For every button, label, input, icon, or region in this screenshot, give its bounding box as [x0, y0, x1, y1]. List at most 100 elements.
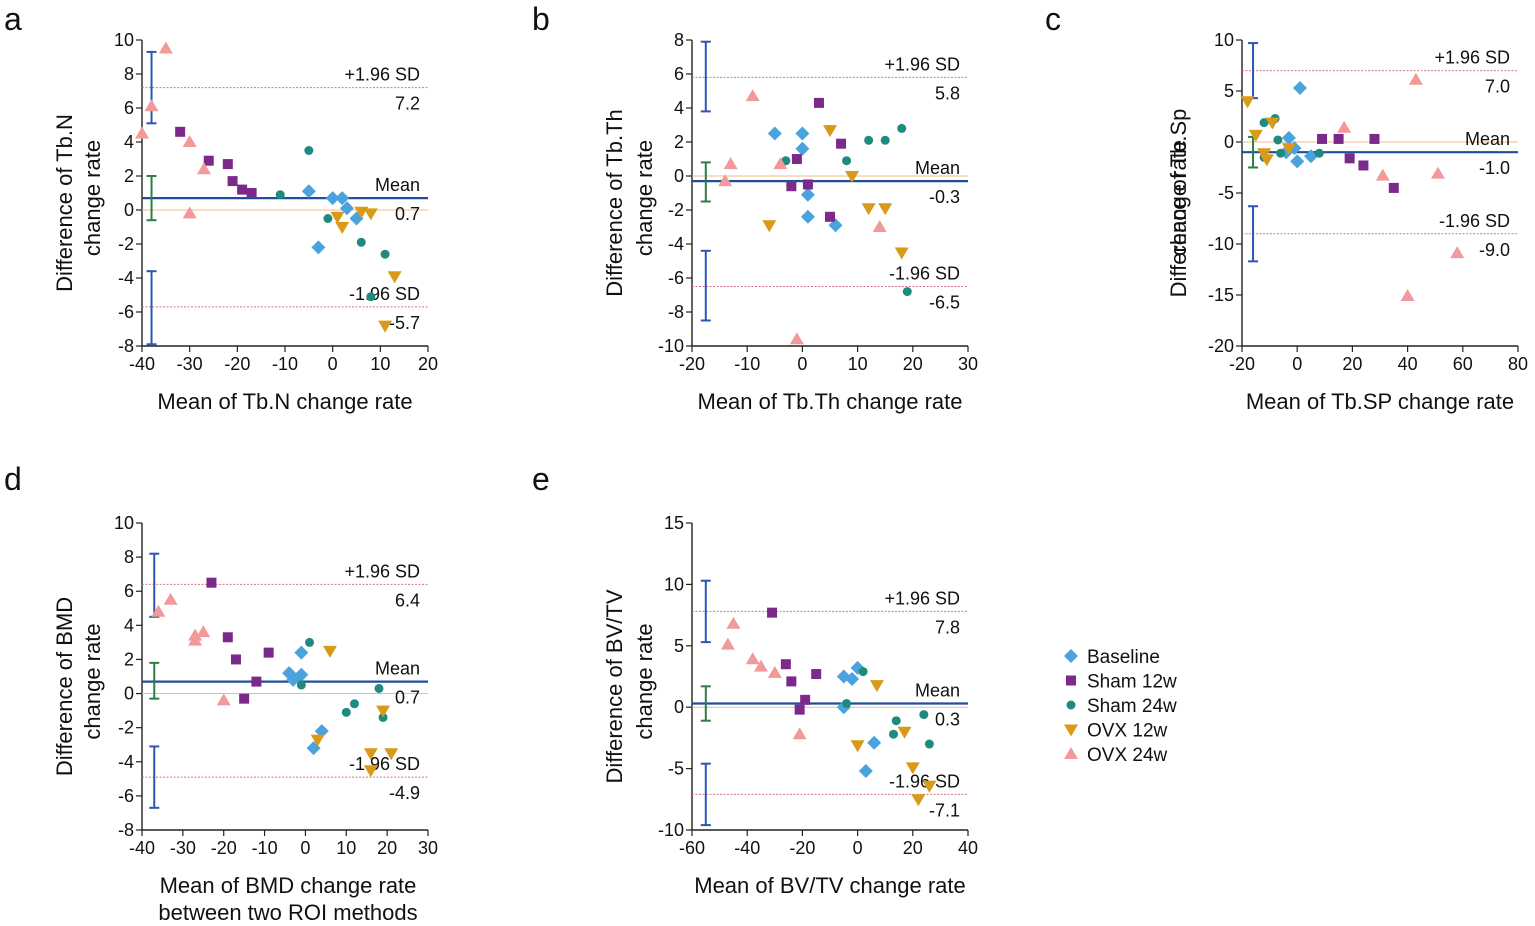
- data-point: [842, 156, 852, 166]
- data-point: [767, 126, 782, 141]
- data-point: [1273, 135, 1283, 145]
- data-point: [335, 222, 350, 234]
- upper-limit-label: +1.96 SD: [344, 561, 420, 581]
- mean-ci-bar: [700, 161, 711, 203]
- data-point: [789, 332, 804, 345]
- data-point: [305, 637, 315, 647]
- data-point: [858, 764, 873, 779]
- x-tick-label: 0: [328, 354, 338, 374]
- lower-limit-value: -5.7: [389, 313, 420, 333]
- y-tick-label: -8: [668, 302, 684, 322]
- data-point: [239, 693, 250, 704]
- y-tick-label: 2: [674, 132, 684, 152]
- y-tick-label: -5: [1218, 183, 1234, 203]
- data-point: [310, 734, 325, 747]
- y-tick-label: -6: [118, 786, 134, 806]
- data-point: [1344, 153, 1355, 164]
- x-tick-label: -40: [129, 838, 155, 858]
- data-point: [304, 146, 314, 155]
- data-point: [1388, 182, 1399, 193]
- data-point: [836, 138, 847, 149]
- series-ovx-24w: [1337, 72, 1465, 302]
- data-point: [922, 780, 937, 793]
- data-point: [888, 729, 898, 739]
- data-point: [858, 667, 868, 677]
- data-point: [811, 669, 822, 680]
- mean-value: 0.7: [395, 688, 420, 708]
- data-point: [795, 141, 810, 156]
- data-point: [380, 249, 390, 259]
- y-tick-label: 4: [124, 615, 134, 635]
- y-axis-label: Difference of Tb.N: [52, 114, 77, 292]
- x-axis-label: Mean of Tb.Th change rate: [698, 389, 963, 414]
- data-point: [135, 126, 149, 139]
- x-axis-label-line2: between two ROI methods: [158, 900, 417, 925]
- series-sham-24w: [781, 123, 912, 297]
- panel-label-e: e: [532, 461, 550, 497]
- x-axis-label: Mean of BMD change rate: [160, 873, 417, 898]
- x-tick-label: 80: [1508, 354, 1528, 374]
- legend-item: Sham 12w: [1066, 672, 1177, 693]
- y-tick-label: 6: [124, 98, 134, 118]
- lower-ci-bar: [1248, 205, 1259, 263]
- series-sham-24w: [842, 667, 934, 749]
- data-point: [1375, 168, 1390, 181]
- data-point: [325, 191, 340, 206]
- legend-label: OVX 24w: [1087, 745, 1168, 766]
- data-point: [311, 240, 326, 255]
- data-point: [182, 135, 197, 147]
- data-point: [1400, 289, 1415, 302]
- data-point: [869, 680, 884, 693]
- data-point: [767, 607, 778, 618]
- x-tick-label: -30: [177, 354, 203, 374]
- y-tick-label: -10: [658, 336, 684, 356]
- data-point: [275, 190, 285, 200]
- data-point: [905, 762, 920, 775]
- data-point: [151, 604, 166, 617]
- series-ovx-12w: [330, 206, 402, 333]
- x-tick-label: -20: [224, 354, 250, 374]
- y-axis-label-line2: change rate: [632, 140, 657, 256]
- mean-label: Mean: [375, 175, 420, 195]
- data-point: [144, 99, 159, 112]
- data-point: [1450, 246, 1465, 259]
- upper-limit-value: 7.8: [935, 617, 960, 637]
- legend-item: OVX 24w: [1064, 745, 1168, 766]
- legend-label: Sham 24w: [1087, 696, 1177, 717]
- data-point: [330, 211, 345, 224]
- lower-limit-label: -1.96 SD: [889, 264, 960, 284]
- x-tick-label: -10: [252, 838, 278, 858]
- legend-label: Sham 12w: [1087, 672, 1177, 693]
- data-point: [163, 592, 178, 605]
- data-point: [363, 748, 378, 761]
- mean-value: -0.3: [929, 187, 960, 207]
- series-ovx-12w: [1240, 96, 1296, 167]
- data-point: [263, 647, 274, 658]
- data-point: [227, 176, 238, 187]
- data-point: [1259, 118, 1269, 128]
- x-tick-label: -10: [272, 354, 298, 374]
- data-point: [800, 209, 815, 224]
- data-point: [363, 208, 378, 221]
- lower-limit-label: -1.96 SD: [349, 284, 420, 304]
- y-tick-label: -2: [118, 718, 134, 738]
- data-point: [222, 632, 233, 643]
- data-point: [894, 247, 909, 260]
- legend-marker: [1064, 649, 1078, 663]
- data-point: [745, 89, 760, 102]
- data-point: [1276, 148, 1286, 158]
- mean-label: Mean: [1465, 129, 1510, 149]
- data-point: [363, 765, 378, 778]
- series-sham-12w: [1317, 133, 1399, 193]
- y-tick-label: -2: [668, 200, 684, 220]
- upper-limit-label: +1.96 SD: [344, 65, 420, 85]
- y-tick-label: 0: [674, 166, 684, 186]
- data-point: [1257, 148, 1272, 161]
- series-ovx-12w: [850, 680, 937, 807]
- data-point: [861, 203, 876, 216]
- data-point: [182, 206, 197, 219]
- data-point: [376, 705, 391, 718]
- x-axis-label: Mean of Tb.SP change rate: [1246, 389, 1514, 414]
